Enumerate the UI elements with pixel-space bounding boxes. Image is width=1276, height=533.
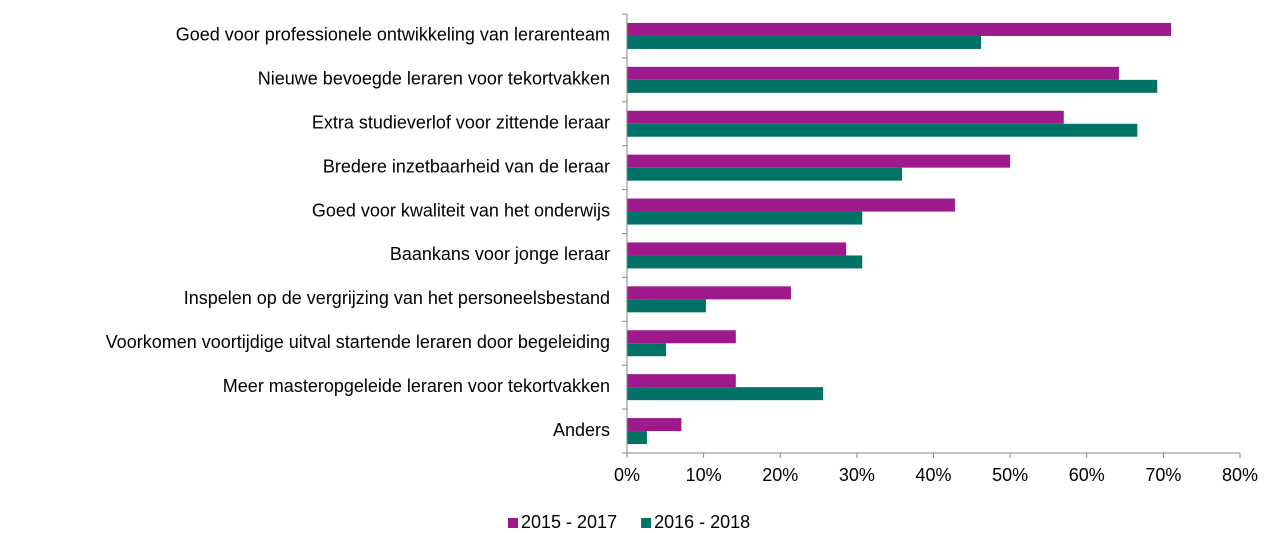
bar [627,286,791,300]
category-label: Goed voor professionele ontwikkeling van… [176,25,610,45]
category-label: Bredere inzetbaarheid van de leraar [323,156,610,176]
x-tick-label: 60% [1069,465,1105,485]
bar [627,198,955,212]
x-tick-label: 0% [614,465,640,485]
x-tick-label: 70% [1145,465,1181,485]
bar [627,387,824,401]
legend-label: 2016 - 2018 [654,512,750,532]
bar [627,418,682,432]
legend-swatch [641,518,652,528]
x-tick-label: 30% [839,465,875,485]
category-label: Baankans voor jonge leraar [390,244,610,264]
category-label: Nieuwe bevoegde leraren voor tekortvakke… [258,69,610,89]
x-tick-label: 80% [1222,465,1258,485]
category-label: Meer masteropgeleide leraren voor tekort… [223,376,610,396]
x-tick-label: 10% [686,465,722,485]
bar [627,299,706,313]
x-tick-label: 40% [915,465,951,485]
category-label: Voorkomen voortijdige uitval startende l… [106,332,610,352]
x-tick-label: 20% [762,465,798,485]
legend-label: 2015 - 2017 [521,512,617,532]
bar [627,154,1011,168]
bar [627,211,863,225]
bar [627,35,982,49]
x-tick-label: 50% [992,465,1028,485]
bar [627,66,1119,80]
bar [627,242,847,256]
legend-swatch [508,518,518,528]
bar [627,22,1172,36]
category-label: Goed voor kwaliteit van het onderwijs [312,200,610,220]
category-label: Extra studieverlof voor zittende leraar [312,113,610,133]
bar [627,110,1064,124]
bar [627,330,736,344]
bar [627,167,903,181]
category-label: Anders [553,420,610,440]
bar [627,374,736,388]
bar [627,79,1158,93]
bar [627,343,667,357]
category-label: Inspelen op de vergrijzing van het perso… [184,288,610,308]
bar [627,431,647,445]
bar [627,255,863,269]
bar [627,123,1138,137]
